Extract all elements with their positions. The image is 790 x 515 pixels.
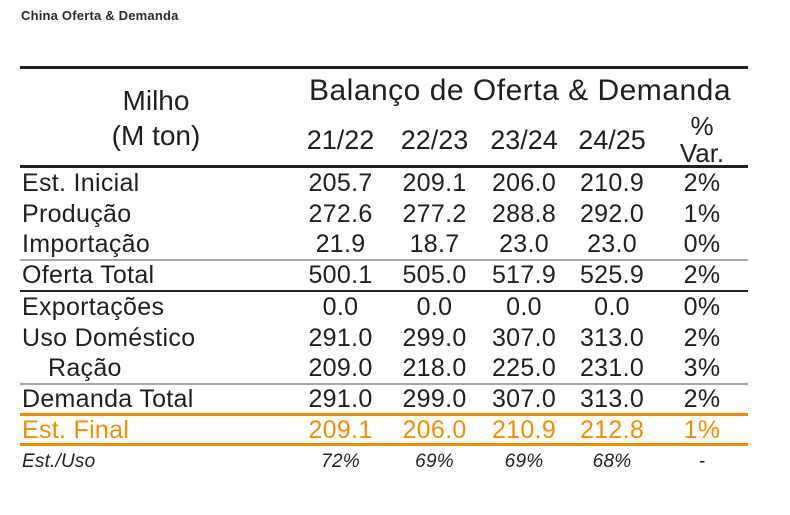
var-cell: 0% — [683, 293, 721, 321]
row-label: Ração — [48, 354, 122, 382]
table-row-demanda-total: Demanda Total 291.0 299.0 307.0 313.0 2% — [20, 385, 748, 416]
value-cell: 313.0 — [579, 385, 645, 413]
value-cell: 500.1 — [308, 261, 373, 289]
value-cell: 313.0 — [579, 324, 645, 352]
value-cell: 69% — [415, 451, 454, 472]
row-label: Importação — [22, 230, 151, 258]
value-cell: 0.0 — [322, 293, 359, 321]
year-column-header: 24/25 — [578, 124, 646, 155]
table-row-oferta-total: Oferta Total 500.1 505.0 517.9 525.9 2% — [20, 261, 748, 292]
value-cell: 68% — [592, 451, 632, 472]
balance-header: Balanço de Oferta & Demanda 21/22 22/23 … — [292, 69, 748, 167]
value-cell: 307.0 — [491, 324, 557, 352]
var-cell: 2% — [683, 385, 721, 413]
value-cell: 0.0 — [506, 293, 542, 321]
var-header-percent: % — [690, 111, 714, 141]
value-cell: 205.7 — [308, 169, 373, 197]
value-cell: 18.7 — [409, 230, 460, 258]
row-label: Exportações — [22, 293, 165, 321]
value-cell: 231.0 — [579, 354, 645, 382]
table-title: Balanço de Oferta & Demanda — [308, 74, 732, 107]
table-row-racao: Ração 209.0 218.0 225.0 231.0 3% — [20, 354, 748, 385]
value-cell: 291.0 — [308, 385, 373, 413]
year-column-header: 22/23 — [400, 124, 469, 155]
year-column-header: 21/22 — [306, 124, 375, 155]
value-cell: 272.6 — [308, 200, 373, 228]
commodity-header: Milho (M ton) — [20, 69, 292, 167]
value-cell: 517.9 — [491, 261, 557, 289]
value-cell: 525.9 — [579, 261, 645, 289]
year-header-row: 21/22 22/23 23/24 24/25 % Var. — [292, 113, 748, 167]
value-cell: 299.0 — [402, 385, 467, 413]
table-row-est-uso: Est./Uso 72% 69% 69% 68% - — [20, 446, 748, 478]
value-cell: 0.0 — [416, 293, 453, 321]
row-label: Produção — [22, 200, 132, 228]
var-cell: 0% — [683, 230, 721, 258]
table-row-est-inicial: Est. Inicial 205.7 209.1 206.0 210.9 2% — [20, 168, 748, 199]
value-cell: 288.8 — [491, 200, 557, 228]
value-cell: 0.0 — [594, 293, 630, 321]
table-row-est-final: Est. Final 209.1 206.0 210.9 212.8 1% — [20, 416, 748, 446]
value-cell: 505.0 — [402, 261, 467, 289]
var-cell: 2% — [683, 169, 721, 197]
year-column-header: 23/24 — [490, 124, 558, 155]
value-cell: 212.8 — [579, 416, 645, 444]
table-row-importacao: Importação 21.9 18.7 23.0 23.0 0% — [20, 230, 748, 261]
table-body: Est. Inicial 205.7 209.1 206.0 210.9 2% … — [20, 168, 748, 478]
row-label: Est. Final — [22, 416, 130, 444]
value-cell: 209.1 — [402, 169, 467, 197]
value-cell: 69% — [504, 451, 544, 472]
value-cell: 206.0 — [402, 416, 467, 444]
value-cell: 206.0 — [491, 169, 557, 197]
row-label: Est. Inicial — [22, 169, 140, 197]
value-cell: 292.0 — [579, 200, 645, 228]
value-cell: 218.0 — [402, 354, 467, 382]
table-row-producao: Produção 272.6 277.2 288.8 292.0 1% — [20, 199, 748, 230]
value-cell: 291.0 — [308, 324, 373, 352]
row-label: Oferta Total — [22, 261, 155, 289]
var-header-label: Var. — [679, 138, 725, 168]
value-cell: 210.9 — [579, 169, 645, 197]
value-cell: 209.1 — [308, 416, 373, 444]
commodity-name: Milho — [122, 85, 190, 116]
value-cell: 72% — [321, 451, 360, 472]
value-cell: 23.0 — [587, 230, 637, 258]
var-cell: - — [698, 451, 706, 472]
var-cell: 2% — [683, 261, 721, 289]
var-column-header: % Var. — [656, 113, 748, 167]
value-cell: 307.0 — [491, 385, 557, 413]
value-cell: 209.0 — [308, 354, 373, 382]
table-row-uso-domestico: Uso Doméstico 291.0 299.0 307.0 313.0 2% — [20, 323, 748, 354]
row-label: Demanda Total — [22, 385, 194, 413]
row-label: Uso Doméstico — [22, 324, 196, 352]
value-cell: 277.2 — [402, 200, 467, 228]
row-label: Est./Uso — [22, 451, 96, 472]
value-cell: 21.9 — [315, 230, 366, 258]
supply-demand-table: Milho (M ton) Balanço de Oferta & Demand… — [20, 66, 748, 478]
var-cell: 1% — [683, 200, 721, 228]
var-cell: 2% — [683, 324, 721, 352]
var-cell: 3% — [683, 354, 721, 382]
page-title: China Oferta & Demanda — [21, 8, 179, 23]
table-row-exportacoes: Exportações 0.0 0.0 0.0 0.0 0% — [20, 292, 748, 323]
commodity-unit: (M ton) — [111, 120, 201, 151]
value-cell: 210.9 — [491, 416, 557, 444]
var-cell: 1% — [683, 416, 721, 444]
value-cell: 225.0 — [491, 354, 557, 382]
value-cell: 299.0 — [402, 324, 467, 352]
table-header: Milho (M ton) Balanço de Oferta & Demand… — [20, 66, 748, 168]
value-cell: 23.0 — [499, 230, 549, 258]
